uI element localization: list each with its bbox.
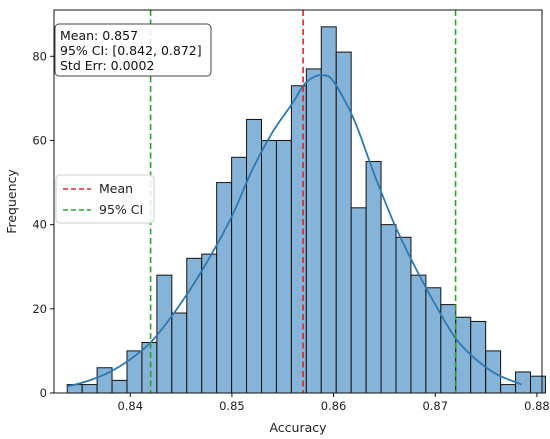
histogram-bar bbox=[261, 139, 277, 394]
y-tick-label: 80 bbox=[32, 49, 47, 63]
histogram-bar bbox=[156, 274, 173, 394]
histogram-bar bbox=[395, 236, 412, 394]
x-tick-label: 0.84 bbox=[117, 399, 143, 413]
legend-frame bbox=[55, 174, 155, 224]
histogram-bar bbox=[305, 68, 322, 394]
y-tick-label: 20 bbox=[32, 302, 47, 316]
histogram-bar bbox=[350, 207, 367, 394]
y-tick-label: 0 bbox=[40, 386, 47, 400]
x-axis-label: Accuracy bbox=[269, 420, 327, 435]
x-tick-label: 0.86 bbox=[321, 399, 347, 413]
histogram-bar bbox=[455, 316, 472, 394]
histogram-bar bbox=[171, 312, 188, 394]
plot-frame bbox=[53, 9, 543, 394]
x-tick-label: 0.87 bbox=[422, 399, 448, 413]
stats-box-frame bbox=[54, 23, 212, 77]
histogram-bar bbox=[335, 51, 352, 394]
histogram-bars bbox=[66, 26, 546, 394]
histogram-bar bbox=[530, 375, 546, 394]
histogram-bar bbox=[186, 257, 203, 394]
histogram-bar bbox=[365, 161, 382, 394]
legend: Mean 95% CI bbox=[55, 174, 155, 224]
kde-curve bbox=[66, 74, 523, 388]
stats-ci-text: 95% CI: [0.842, 0.872] bbox=[60, 43, 202, 58]
stats-stderr-text: Std Err: 0.0002 bbox=[60, 58, 154, 73]
kde-curve-group bbox=[66, 74, 523, 388]
histogram-bar bbox=[141, 341, 158, 394]
histogram-bar bbox=[410, 274, 427, 394]
y-tick-label: 40 bbox=[32, 218, 47, 232]
legend-ci-label: 95% CI bbox=[99, 202, 143, 217]
histogram-bar bbox=[111, 379, 128, 394]
y-tick-label: 60 bbox=[32, 133, 47, 147]
histogram-bar bbox=[231, 156, 248, 394]
histogram-bar bbox=[216, 182, 233, 394]
histogram-bar bbox=[81, 384, 98, 394]
x-tick-label: 0.88 bbox=[524, 399, 550, 413]
histogram-bar bbox=[275, 139, 292, 394]
histogram-bar bbox=[246, 118, 263, 394]
histogram-bar bbox=[500, 384, 517, 394]
y-axis-label: Frequency bbox=[4, 169, 19, 234]
histogram-bar bbox=[425, 287, 442, 394]
y-axis-ticks: 0 20 40 60 80 bbox=[32, 49, 54, 400]
histogram-bar bbox=[380, 224, 397, 394]
stats-mean-text: Mean: 0.857 bbox=[60, 28, 138, 43]
histogram-bar bbox=[290, 85, 307, 394]
stats-box: Mean: 0.857 95% CI: [0.842, 0.872] Std E… bbox=[54, 23, 212, 77]
x-axis-ticks: 0.84 0.85 0.86 0.87 0.88 bbox=[117, 393, 550, 413]
legend-mean-label: Mean bbox=[99, 181, 133, 196]
histogram-bar bbox=[201, 253, 218, 394]
x-tick-label: 0.85 bbox=[219, 399, 245, 413]
